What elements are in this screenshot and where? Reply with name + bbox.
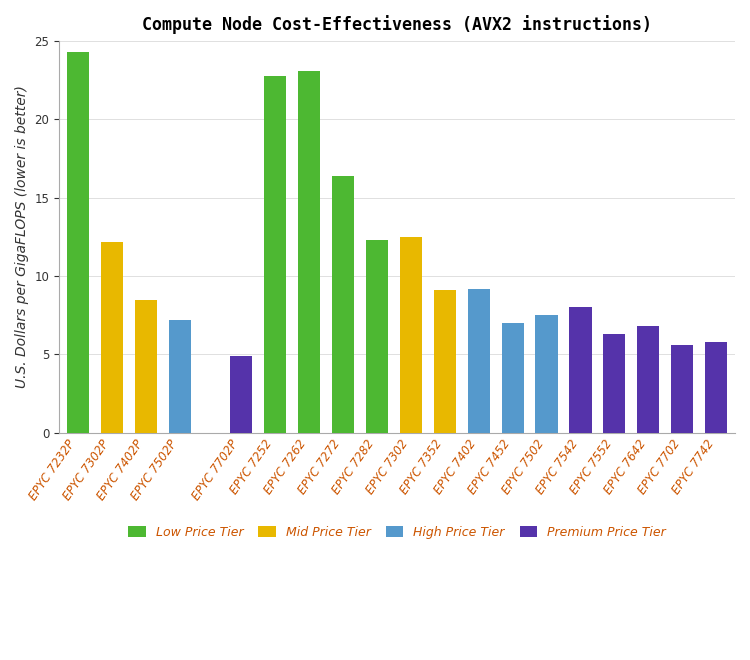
Bar bbox=[569, 308, 592, 433]
Bar bbox=[638, 326, 659, 433]
Bar bbox=[433, 290, 456, 433]
Bar bbox=[135, 300, 157, 433]
Bar bbox=[67, 52, 88, 433]
Bar bbox=[230, 356, 252, 433]
Bar bbox=[264, 75, 286, 433]
Bar bbox=[400, 237, 422, 433]
Bar bbox=[100, 242, 123, 433]
Bar bbox=[332, 176, 354, 433]
Bar bbox=[671, 345, 694, 433]
Bar bbox=[536, 315, 557, 433]
Bar bbox=[604, 334, 625, 433]
Y-axis label: U.S. Dollars per GigaFLOPS (lower is better): U.S. Dollars per GigaFLOPS (lower is bet… bbox=[15, 86, 29, 388]
Legend: Low Price Tier, Mid Price Tier, High Price Tier, Premium Price Tier: Low Price Tier, Mid Price Tier, High Pri… bbox=[123, 521, 671, 544]
Title: Compute Node Cost-Effectiveness (AVX2 instructions): Compute Node Cost-Effectiveness (AVX2 in… bbox=[142, 15, 652, 34]
Bar bbox=[502, 323, 524, 433]
Bar bbox=[467, 288, 490, 433]
Bar bbox=[705, 342, 728, 433]
Bar bbox=[298, 71, 320, 433]
Bar bbox=[169, 320, 190, 433]
Bar bbox=[366, 240, 388, 433]
